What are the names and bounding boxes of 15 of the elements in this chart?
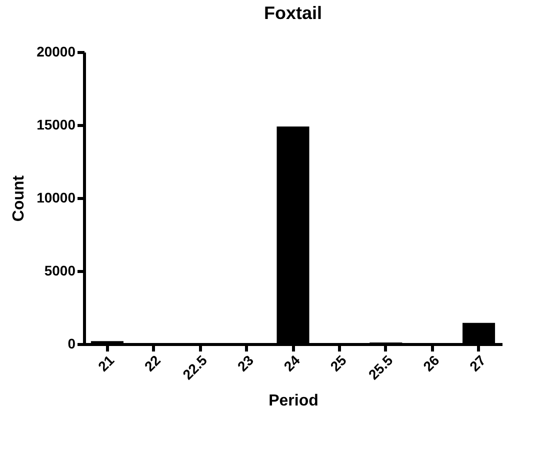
y-tick-label: 10000: [36, 190, 76, 206]
x-tick-label: 26: [420, 352, 442, 374]
y-tick-label: 15000: [36, 116, 76, 132]
y-tick-label: 5000: [44, 262, 76, 278]
x-tick-label: 25: [327, 352, 350, 374]
x-axis-title: Period: [268, 392, 318, 410]
y-tick-label: 20000: [36, 44, 76, 60]
y-tick-label: 0: [68, 336, 76, 352]
chart-title: Foxtail: [264, 3, 322, 23]
x-tick-label: 23: [234, 352, 257, 374]
x-tick-label: 27: [466, 352, 489, 374]
x-tick-label: 21: [94, 352, 118, 374]
x-tick-label: 22: [141, 352, 164, 374]
x-tick-label: 24: [280, 352, 304, 374]
y-axis-title: Count: [10, 174, 28, 222]
